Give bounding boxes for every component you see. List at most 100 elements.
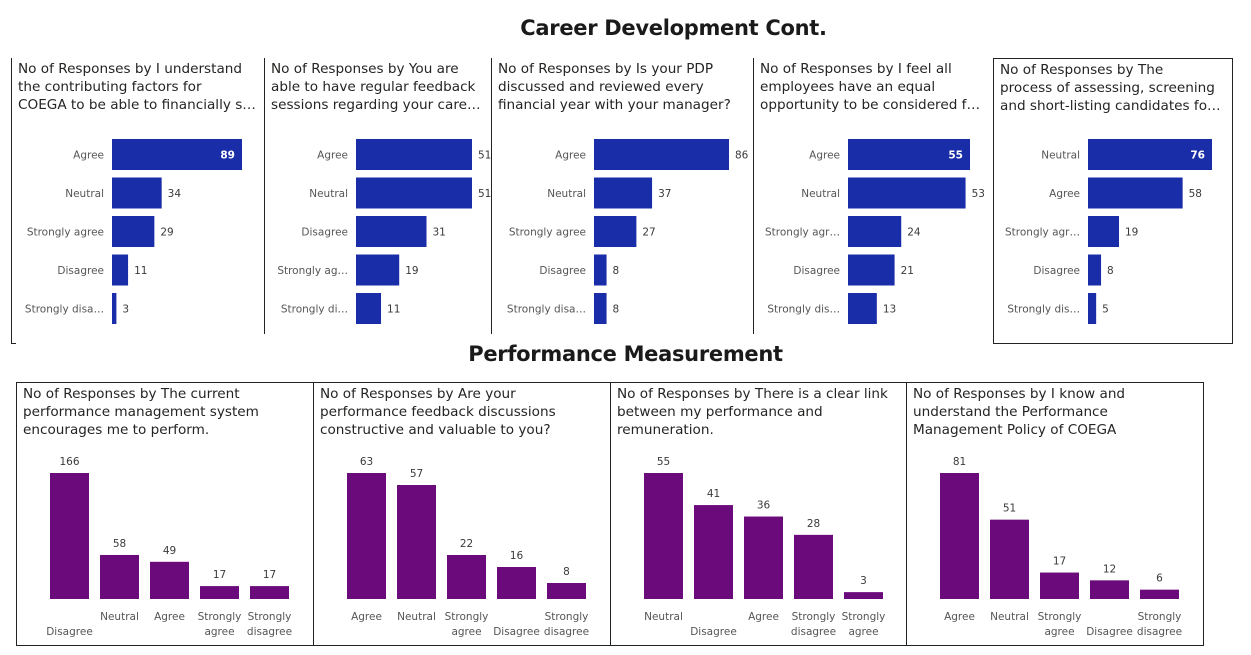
data-label: 16 xyxy=(510,550,524,562)
chart-panel-performance-policy[interactable]: No of Responses by I know and understand… xyxy=(906,382,1204,646)
chart-title-line: financial year with your manager? xyxy=(498,97,731,113)
category-label: Strongly ag… xyxy=(277,265,348,277)
category-label: disagree xyxy=(1137,626,1182,638)
chart-title: No of Responses by Are your performance … xyxy=(320,385,556,439)
bar xyxy=(100,554,139,599)
bar xyxy=(250,586,289,599)
category-label: Strongly xyxy=(1138,611,1182,623)
data-label: 51 xyxy=(478,188,491,200)
bar xyxy=(594,216,637,247)
data-label: 41 xyxy=(707,488,720,500)
chart-title-line: and short-listing candidates fo… xyxy=(1000,98,1221,114)
data-label: 63 xyxy=(360,456,373,468)
chart-title: No of Responses by The current performan… xyxy=(23,385,259,439)
bar xyxy=(594,177,653,209)
chart-panel-financial-factors[interactable]: No of Responses by I understand the cont… xyxy=(11,58,264,344)
chart-title-line: discussed and reviewed every xyxy=(498,79,704,95)
category-label: Neutral xyxy=(397,611,436,623)
category-label: disagree xyxy=(791,626,836,638)
category-label: Disagree xyxy=(301,227,348,239)
bar xyxy=(794,534,833,599)
category-label: Agree xyxy=(809,150,840,162)
data-label: 19 xyxy=(1125,227,1138,239)
divider-line xyxy=(11,343,16,344)
category-label: disagree xyxy=(544,626,589,638)
category-label: Strongly xyxy=(842,611,886,623)
data-label: 28 xyxy=(807,518,820,530)
chart-panel-pms-encourages[interactable]: No of Responses by The current performan… xyxy=(16,382,314,646)
data-label: 8 xyxy=(563,566,570,578)
chart-panel-feedback-constructive[interactable]: No of Responses by Are your performance … xyxy=(313,382,611,646)
bar xyxy=(356,216,427,247)
data-label: 89 xyxy=(220,150,235,162)
bar-chart-performance-policy: 81 Agree 51 Neutral 17 Strongly agree 12 Disagre… xyxy=(940,456,1182,638)
chart-title-line: process of assessing, screening xyxy=(1000,80,1215,96)
data-label: 55 xyxy=(948,150,963,162)
data-label: 53 xyxy=(972,188,985,200)
bar xyxy=(1140,589,1179,599)
category-label: Strongly agree xyxy=(509,227,586,239)
category-label: Strongly agr… xyxy=(1005,227,1080,239)
data-label: 17 xyxy=(213,569,226,581)
bar xyxy=(1090,580,1129,599)
chart-title-line: COEGA to be able to financially s… xyxy=(18,97,256,113)
category-label: Disagree xyxy=(1086,626,1133,638)
chart-panel-equal-opportunity[interactable]: No of Responses by I feel all employees … xyxy=(753,58,993,334)
chart-panel-pdp-reviewed[interactable]: No of Responses by Is your PDP discussed… xyxy=(491,58,753,334)
chart-title-line: encourages me to perform. xyxy=(23,422,210,438)
chart-title-line: No of Responses by Are your xyxy=(320,386,516,402)
category-label: disagree xyxy=(247,626,292,638)
data-label: 31 xyxy=(433,227,446,239)
section-title-performance-measurement: Performance Measurement xyxy=(468,342,783,366)
category-label: Neutral xyxy=(65,188,104,200)
data-label: 57 xyxy=(410,468,423,480)
category-label: Strongly dis… xyxy=(1007,304,1080,316)
chart-title-line: remuneration. xyxy=(617,422,714,438)
bar xyxy=(1088,139,1212,170)
chart-title-line: No of Responses by I understand xyxy=(18,61,243,77)
data-label: 55 xyxy=(657,456,670,468)
bar-chart-equal-opportunity: Agree 55 Neutral 53 Strongly agr… 24 Disagree 2… xyxy=(765,139,985,324)
bar xyxy=(594,139,729,170)
category-label: Agree xyxy=(555,150,586,162)
bar xyxy=(594,293,607,324)
category-label: Neutral xyxy=(644,611,683,623)
data-label: 58 xyxy=(113,538,126,550)
category-label: Neutral xyxy=(309,188,348,200)
category-label: Strongly xyxy=(545,611,589,623)
chart-title: No of Responses by There is a clear link… xyxy=(617,385,888,439)
bar xyxy=(150,561,189,599)
data-label: 6 xyxy=(1156,573,1163,585)
data-label: 11 xyxy=(134,265,147,277)
bar-chart-feedback-constructive: 63 Agree 57 Neutral 22 Strongly agree 16 Disagre… xyxy=(347,456,589,638)
category-label: Neutral xyxy=(990,611,1029,623)
bar xyxy=(356,177,472,209)
data-label: 36 xyxy=(757,500,771,512)
data-label: 49 xyxy=(163,545,176,557)
bar xyxy=(594,254,607,286)
category-label: Strongly xyxy=(198,611,242,623)
category-label: Disagree xyxy=(793,265,840,277)
chart-panel-shortlisting-process[interactable]: No of Responses by The process of assess… xyxy=(993,58,1233,344)
bar xyxy=(497,567,536,599)
bar-chart-regular-feedback: Agree 51 Neutral 51 Disagree 31 Strongly ag… 19… xyxy=(277,139,491,324)
category-label: agree xyxy=(848,626,878,638)
category-label: Strongly agr… xyxy=(765,227,840,239)
chart-title-line: performance management system xyxy=(23,404,259,420)
bar xyxy=(112,177,162,209)
category-label: Strongly xyxy=(445,611,489,623)
bar xyxy=(547,583,586,599)
bar xyxy=(1040,572,1079,599)
chart-panel-regular-feedback[interactable]: No of Responses by You are able to have … xyxy=(264,58,491,334)
category-label: Neutral xyxy=(1041,150,1080,162)
data-label: 22 xyxy=(460,538,473,550)
chart-title-line: No of Responses by I know and xyxy=(913,386,1126,402)
bar xyxy=(112,139,242,170)
category-label: Strongly agree xyxy=(27,227,104,239)
chart-panel-performance-remuneration[interactable]: No of Responses by There is a clear link… xyxy=(610,382,908,646)
category-label: Strongly di… xyxy=(281,304,348,316)
data-label: 11 xyxy=(387,304,400,316)
bar xyxy=(990,519,1029,599)
chart-title-line: employees have an equal xyxy=(760,79,936,95)
bar xyxy=(848,254,895,286)
